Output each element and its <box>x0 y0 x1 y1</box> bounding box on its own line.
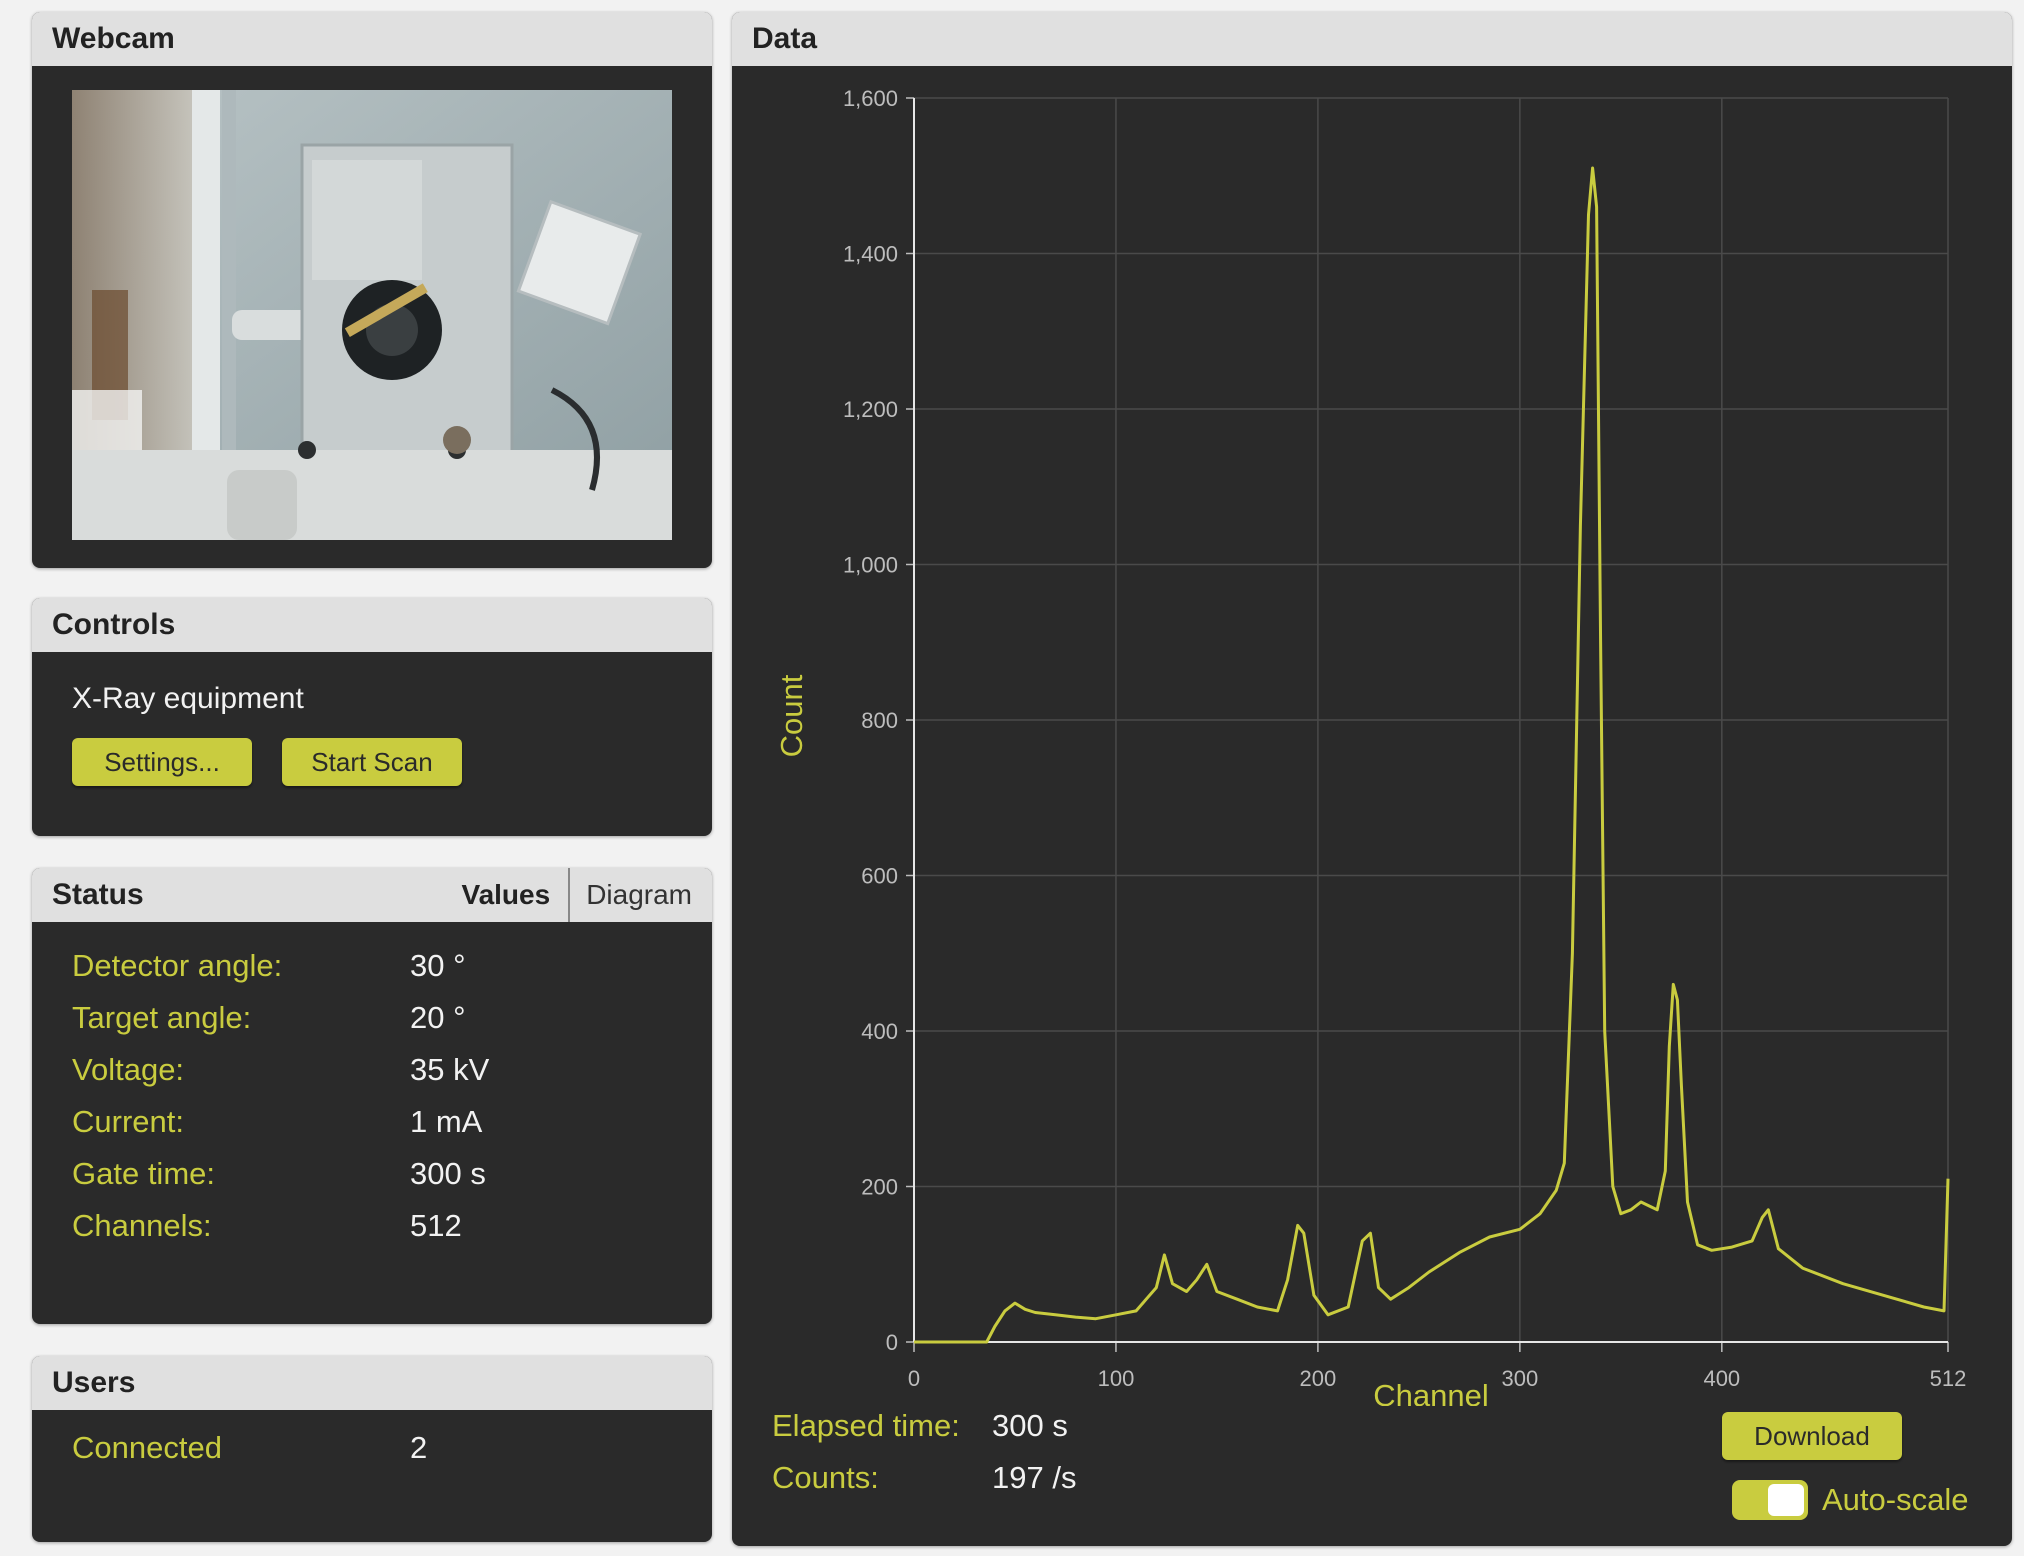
chart-series <box>914 166 1950 1344</box>
status-value: 35 kV <box>410 1052 490 1087</box>
status-label: Detector angle: <box>72 948 283 983</box>
counts-label: Counts: <box>772 1460 879 1495</box>
status-value: 1 mA <box>410 1104 483 1139</box>
status-label: Gate time: <box>72 1156 215 1191</box>
status-label: Voltage: <box>72 1052 185 1087</box>
tab-diagram[interactable]: Diagram <box>586 879 692 910</box>
start-scan-button[interactable]: Start Scan <box>282 738 462 786</box>
x-tick-label: 100 <box>1098 1366 1135 1391</box>
x-axis-title: Channel <box>1373 1378 1488 1406</box>
status-value: 30 ° <box>410 948 466 983</box>
x-tick-label: 400 <box>1703 1366 1740 1391</box>
series-line <box>914 166 1950 1344</box>
y-tick-label: 600 <box>861 864 898 889</box>
x-tick-label: 200 <box>1300 1366 1337 1391</box>
controls-panel: Controls X-Ray equipment Settings... Sta… <box>32 598 712 836</box>
status-label: Current: <box>72 1104 184 1139</box>
autoscale-toggle[interactable] <box>1732 1480 1808 1520</box>
y-axis-title: Count <box>774 674 809 757</box>
counts-value: 197 /s <box>992 1460 1077 1495</box>
webcam-feed <box>72 90 672 540</box>
webcam-image <box>72 90 672 540</box>
status-tabs: Values Diagram <box>461 868 692 922</box>
chart-ticks: 0 200 400 600 800 1,000 1,200 1,400 1,600 0 100 200… <box>843 86 1966 1391</box>
chart-grid <box>914 97 1949 1342</box>
status-label: Target angle: <box>72 1000 252 1035</box>
y-tick-label: 1,600 <box>843 86 898 111</box>
controls-header: Controls <box>32 598 712 652</box>
webcam-header: Webcam <box>32 12 712 66</box>
x-tick-label: 300 <box>1502 1366 1539 1391</box>
x-tick-label: 512 <box>1930 1366 1967 1391</box>
y-tick-label: 1,000 <box>843 553 898 578</box>
users-panel: Users Connected 2 <box>32 1356 712 1542</box>
elapsed-label: Elapsed time: <box>772 1408 960 1443</box>
chart-axes <box>913 98 1948 1343</box>
status-title: Status <box>52 878 144 911</box>
status-value: 20 ° <box>410 1000 466 1035</box>
status-panel: Status Values Diagram Detector angle: 30… <box>32 868 712 1324</box>
data-panel: Data 0 200 400 600 800 1,000 1,200 1,400 1,600 0 1… <box>732 12 2012 1546</box>
y-tick-label: 1,400 <box>843 242 898 267</box>
connected-label: Connected <box>72 1430 222 1465</box>
elapsed-value: 300 s <box>992 1408 1068 1443</box>
x-tick-label: 0 <box>908 1366 920 1391</box>
status-label: Channels: <box>72 1208 212 1243</box>
tab-values[interactable]: Values <box>461 868 571 922</box>
download-button[interactable]: Download <box>1722 1412 1902 1460</box>
status-header: Status Values Diagram <box>32 868 712 922</box>
status-value: 300 s <box>410 1156 486 1191</box>
equipment-label: X-Ray equipment <box>72 682 304 715</box>
toggle-knob <box>1768 1484 1804 1516</box>
settings-button[interactable]: Settings... <box>72 738 252 786</box>
y-tick-label: 400 <box>861 1019 898 1044</box>
connected-value: 2 <box>410 1430 428 1465</box>
spectrum-chart: 0 200 400 600 800 1,000 1,200 1,400 1,600 0 100 200… <box>774 86 1966 1406</box>
y-tick-label: 200 <box>861 1175 898 1200</box>
webcam-panel: Webcam <box>32 12 712 568</box>
y-tick-label: 1,200 <box>843 397 898 422</box>
autoscale-label: Auto-scale <box>1822 1482 1969 1517</box>
y-tick-label: 800 <box>861 708 898 733</box>
status-value: 512 <box>410 1208 462 1243</box>
data-header: Data <box>732 12 2012 66</box>
y-tick-label: 0 <box>886 1330 898 1355</box>
users-header: Users <box>32 1356 712 1410</box>
